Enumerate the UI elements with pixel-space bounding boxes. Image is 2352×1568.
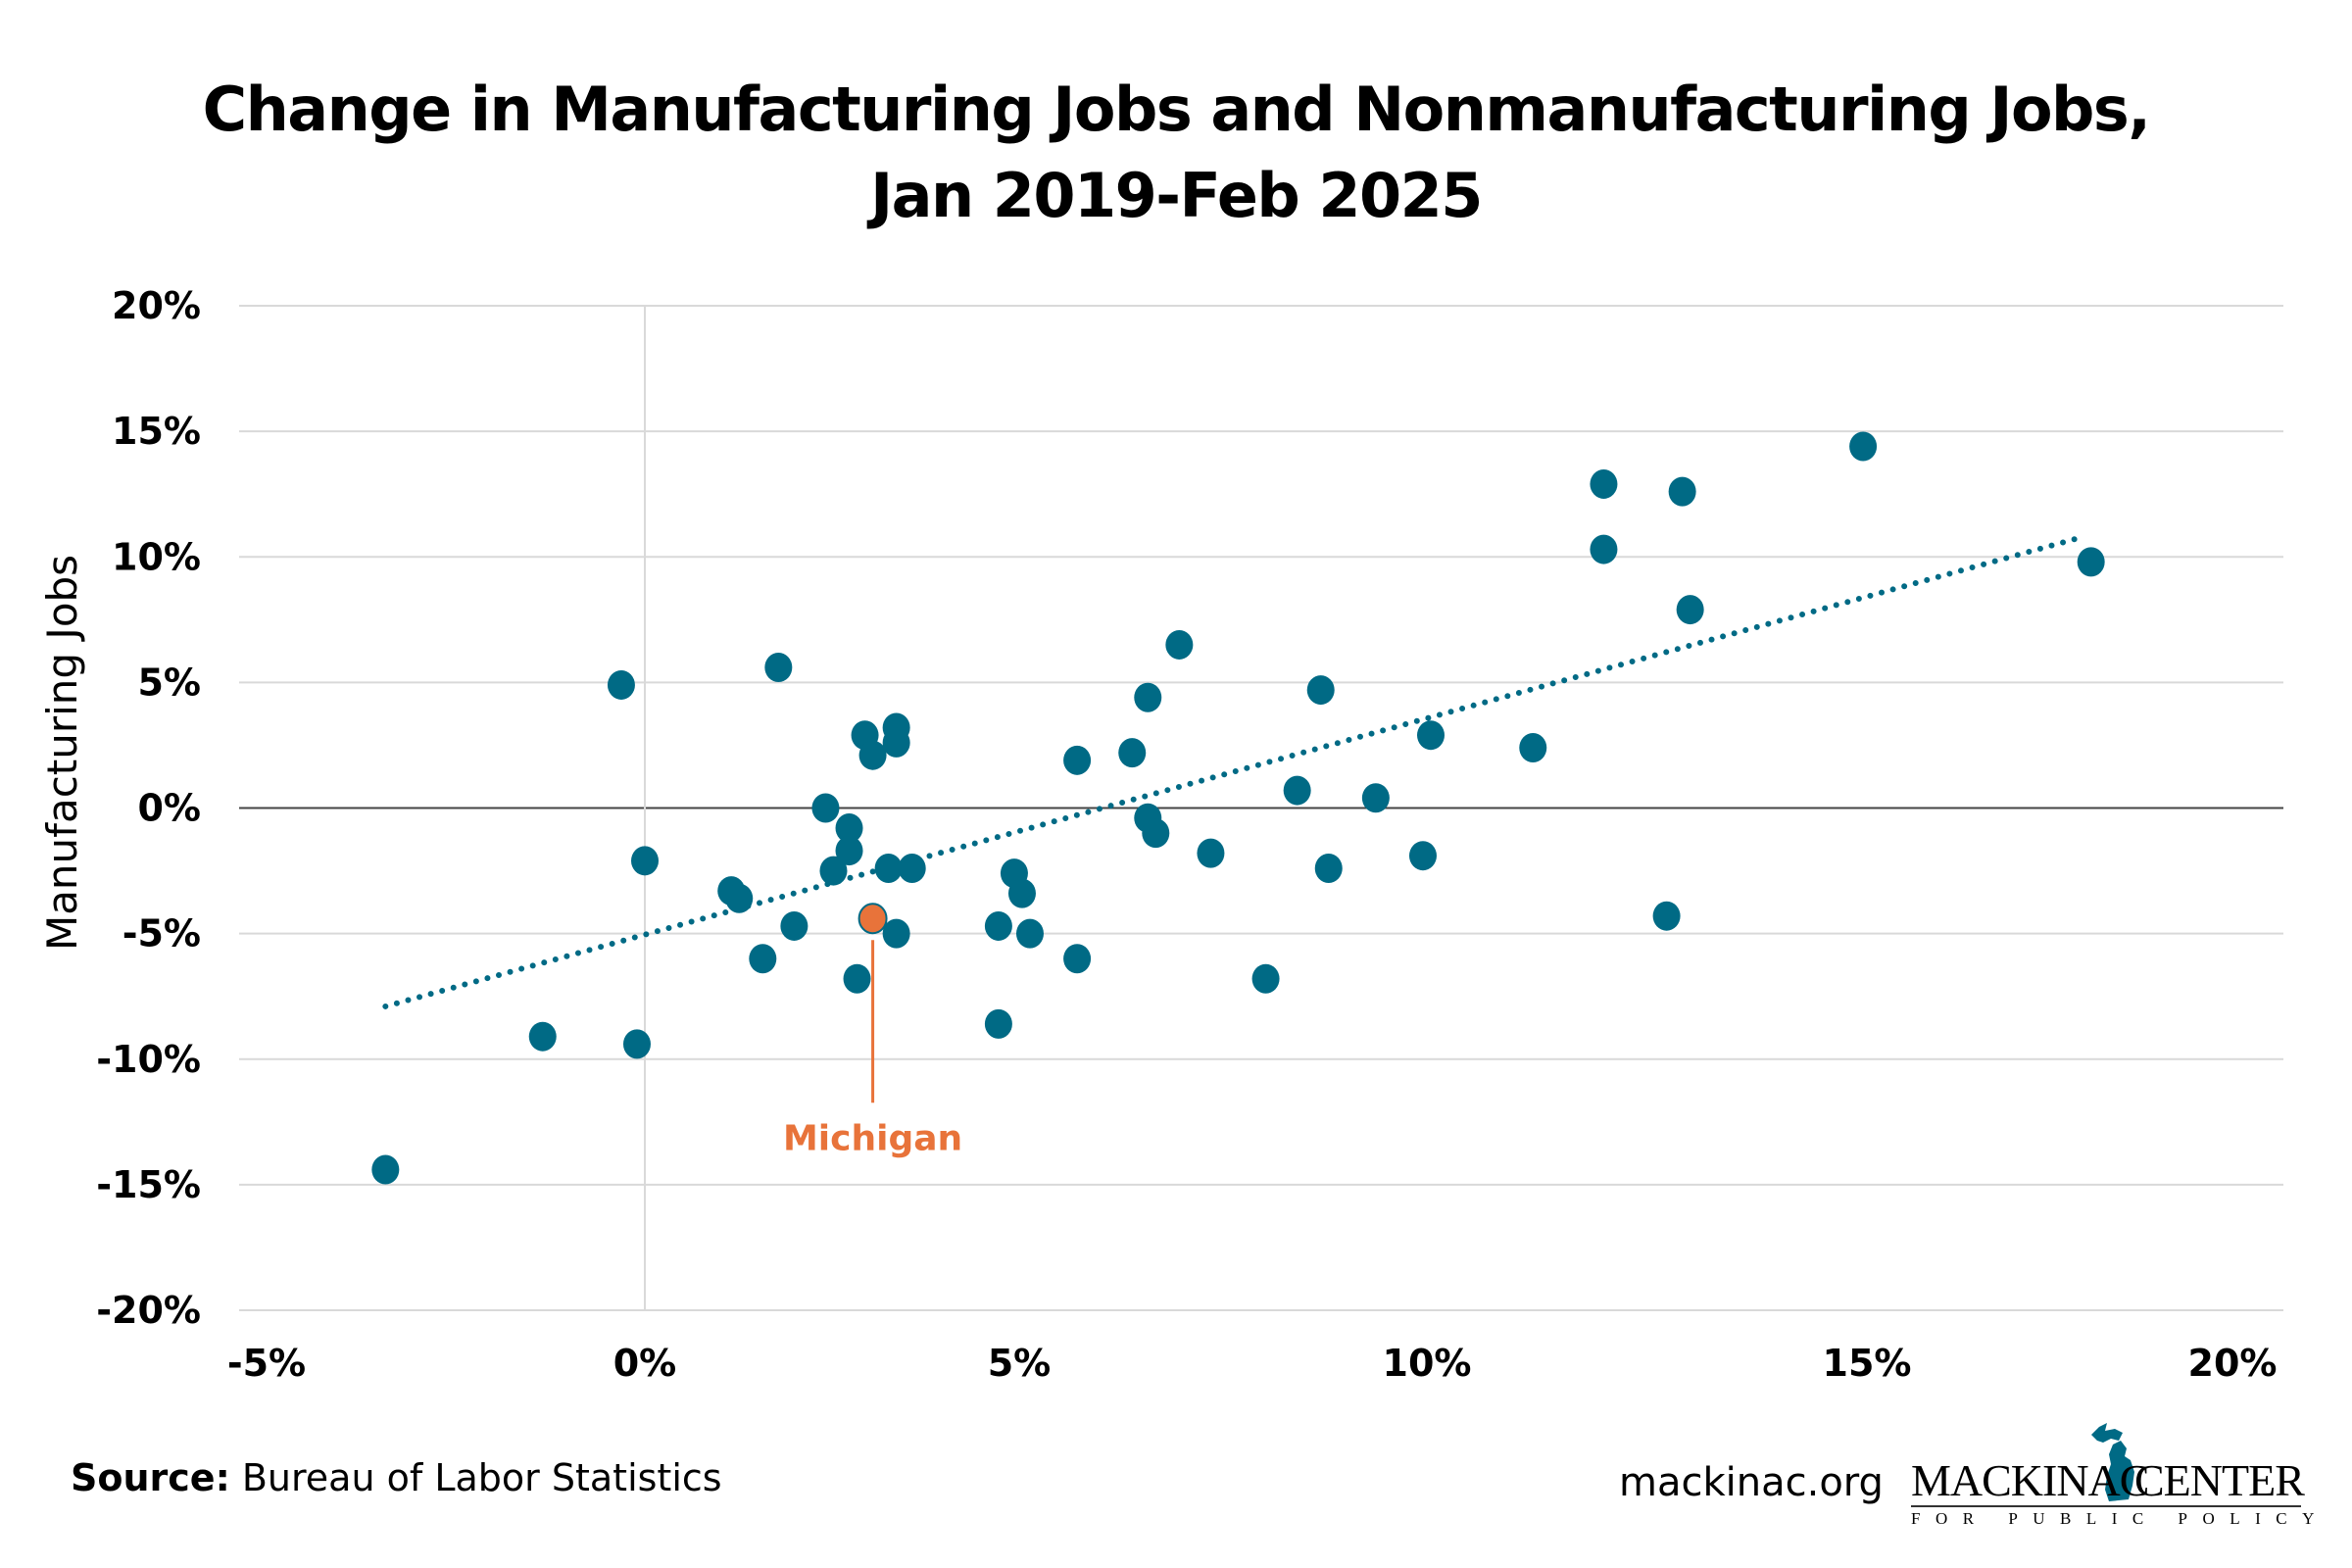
data-point [1134, 682, 1162, 712]
trendline [382, 533, 2086, 1009]
logo-right: CENTER [2134, 1455, 2305, 1505]
y-tick-label: 0% [137, 787, 201, 830]
data-point [1361, 783, 1390, 813]
y-tick-label: -15% [96, 1163, 201, 1206]
data-point [1306, 675, 1335, 706]
data-point [764, 653, 793, 682]
source-label: Source: [71, 1456, 230, 1499]
data-point [1007, 878, 1036, 908]
data-point [607, 669, 635, 700]
data-point [622, 1029, 651, 1059]
y-axis-label: Manufacturing Jobs [38, 555, 86, 951]
logo-wordmark: MACKINAC CENTER [1911, 1454, 2305, 1506]
data-point [858, 740, 887, 770]
data-point [1417, 720, 1445, 751]
x-tick-label: -5% [227, 1342, 306, 1385]
x-tick-label: 0% [613, 1342, 677, 1385]
michigan-map-icon [2091, 1423, 2134, 1501]
x-tick-label: 15% [1823, 1342, 1912, 1385]
x-tick-label: 5% [988, 1342, 1052, 1385]
logo-left: MACKINAC [1911, 1455, 2149, 1505]
data-point [1668, 476, 1696, 507]
data-point [1676, 595, 1704, 625]
y-tick-label: 5% [137, 661, 201, 704]
data-point [631, 846, 659, 876]
data-point [1197, 838, 1225, 868]
data-point [1015, 918, 1044, 949]
logo-tagline: FOR PUBLIC POLICY [1911, 1509, 2329, 1528]
data-point [1652, 901, 1681, 931]
data-point [725, 883, 754, 913]
source-note: Source: Bureau of Labor Statistics [71, 1456, 722, 1499]
data-point [984, 1008, 1012, 1039]
x-axis-ticks: -5% 0% 5% 10% 15% 20% [227, 1342, 2278, 1385]
data-point [843, 963, 871, 994]
data-point [2077, 547, 2105, 577]
data-point [1251, 963, 1280, 994]
highlight-group: Michigan [783, 903, 962, 1158]
data-point [1142, 818, 1170, 849]
data-point [1590, 468, 1618, 499]
data-point [1165, 629, 1194, 660]
x-tick-label: 20% [2188, 1342, 2278, 1385]
data-point [528, 1021, 557, 1052]
data-point [874, 854, 903, 883]
y-tick-label: 15% [112, 410, 201, 453]
data-point [749, 944, 777, 974]
data-point [835, 813, 863, 843]
source-text: Bureau of Labor Statistics [241, 1456, 722, 1499]
y-axis-ticks: 20% 15% 10% 5% 0% -5% -10% -15% -20% [96, 284, 201, 1332]
data-point [1314, 854, 1343, 883]
data-point [882, 727, 910, 758]
data-point [1063, 745, 1092, 775]
data-point [371, 1154, 400, 1185]
gridlines [239, 305, 2283, 1311]
y-tick-label: 20% [112, 284, 201, 327]
data-point [811, 793, 840, 823]
data-point [835, 836, 863, 866]
data-point [882, 918, 910, 949]
callout-label-michigan: Michigan [783, 1118, 962, 1158]
data-point [780, 910, 808, 941]
y-tick-label: -5% [122, 912, 201, 956]
y-tick-label: -10% [96, 1038, 201, 1081]
y-tick-label: -20% [96, 1289, 201, 1332]
mackinac-logo: MACKINAC CENTER FOR PUBLIC POLICY [1911, 1421, 2329, 1529]
data-point [898, 854, 926, 883]
x-tick-label: 10% [1383, 1342, 1472, 1385]
site-link[interactable]: mackinac.org [1619, 1460, 1884, 1505]
chart-title: Change in Manufacturing Jobs and Nonmanu… [0, 67, 2352, 239]
data-point [1283, 775, 1311, 806]
data-point [1063, 944, 1092, 974]
y-tick-label: 10% [112, 535, 201, 578]
data-point [1849, 431, 1878, 462]
data-point [1118, 738, 1147, 768]
chart-title-line-1: Change in Manufacturing Jobs and Nonmanu… [202, 74, 2151, 145]
data-point [819, 856, 848, 886]
data-point [984, 910, 1012, 941]
data-point [1519, 733, 1547, 762]
logo-rule [1911, 1505, 2301, 1507]
highlight-point-michigan [858, 903, 888, 935]
data-points [371, 431, 2105, 1185]
data-point [1590, 534, 1618, 564]
trendline-path [382, 533, 2086, 1009]
chart-title-line-2: Jan 2019-Feb 2025 [870, 160, 1483, 231]
data-point [1408, 841, 1437, 871]
